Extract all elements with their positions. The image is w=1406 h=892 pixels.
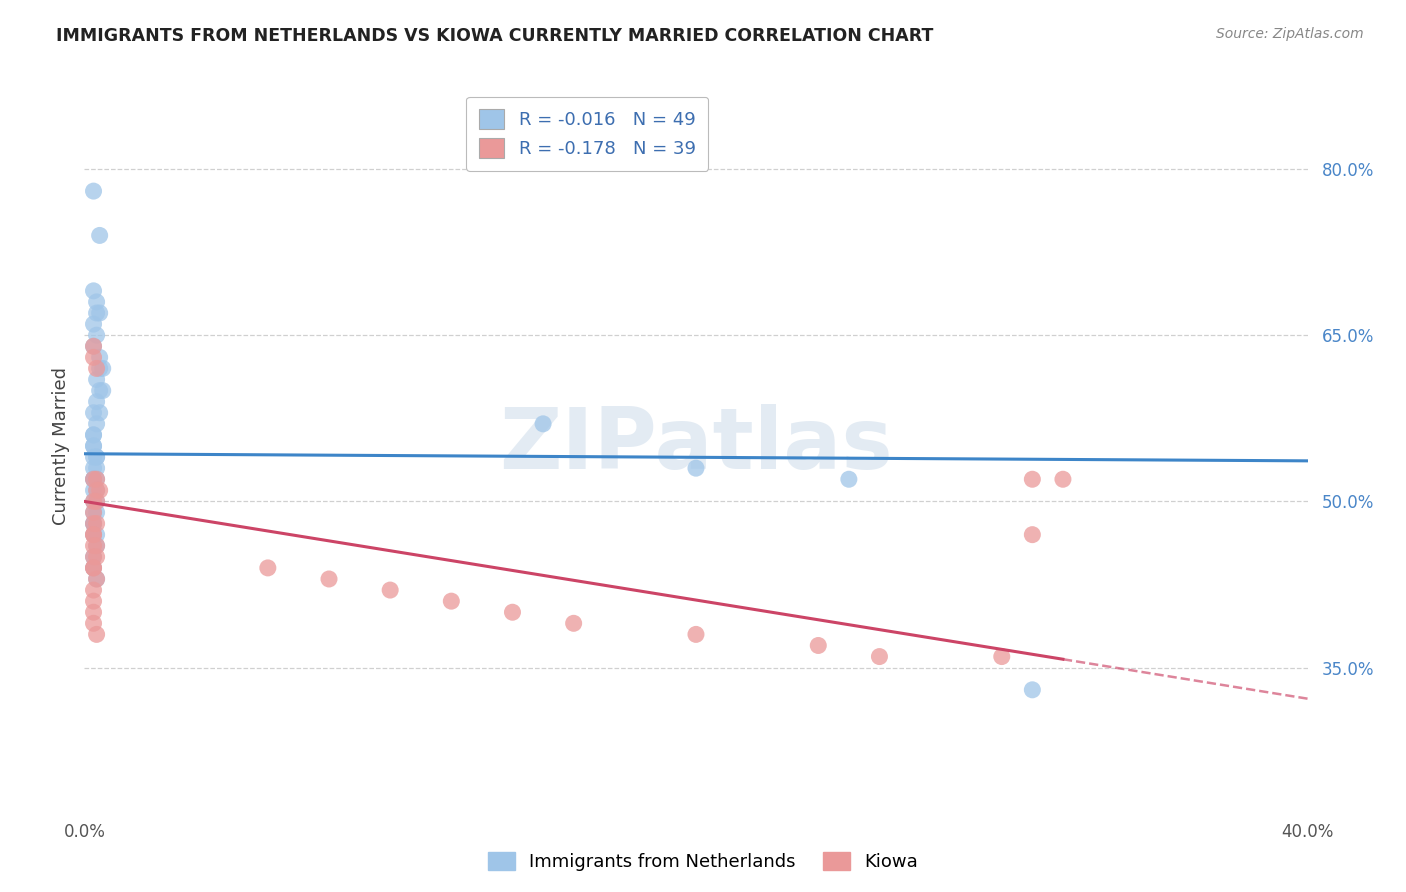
Point <box>89 228 111 243</box>
Point <box>83 351 105 365</box>
Point <box>83 439 105 453</box>
Point <box>91 384 114 398</box>
Point <box>83 339 105 353</box>
Point <box>89 361 111 376</box>
Point <box>86 516 108 531</box>
Point <box>86 394 108 409</box>
Point <box>502 605 524 619</box>
Point <box>83 472 105 486</box>
Point <box>83 616 105 631</box>
Point <box>89 306 111 320</box>
Point <box>685 461 707 475</box>
Point <box>83 549 105 564</box>
Point <box>83 561 105 575</box>
Point <box>83 506 105 520</box>
Point <box>83 583 105 598</box>
Point <box>531 417 554 431</box>
Point <box>1021 527 1043 541</box>
Point <box>685 627 707 641</box>
Point <box>83 450 105 464</box>
Point <box>86 472 108 486</box>
Point <box>91 361 114 376</box>
Point <box>83 428 105 442</box>
Point <box>86 572 108 586</box>
Point <box>89 384 111 398</box>
Point <box>86 461 108 475</box>
Point <box>83 516 105 531</box>
Point <box>83 472 105 486</box>
Text: IMMIGRANTS FROM NETHERLANDS VS KIOWA CURRENTLY MARRIED CORRELATION CHART: IMMIGRANTS FROM NETHERLANDS VS KIOWA CUR… <box>56 27 934 45</box>
Point <box>86 450 108 464</box>
Point <box>83 461 105 475</box>
Point <box>86 417 108 431</box>
Point <box>83 527 105 541</box>
Point <box>1052 472 1074 486</box>
Point <box>991 649 1014 664</box>
Point <box>89 351 111 365</box>
Point <box>83 561 105 575</box>
Point <box>86 483 108 498</box>
Text: ZIPatlas: ZIPatlas <box>499 404 893 488</box>
Point <box>83 284 105 298</box>
Point <box>86 572 108 586</box>
Point <box>86 483 108 498</box>
Point <box>83 472 105 486</box>
Point <box>83 516 105 531</box>
Point <box>83 494 105 508</box>
Legend: R = -0.016   N = 49, R = -0.178   N = 39: R = -0.016 N = 49, R = -0.178 N = 39 <box>467 96 709 170</box>
Point <box>1021 472 1043 486</box>
Point <box>83 406 105 420</box>
Point <box>86 306 108 320</box>
Legend: Immigrants from Netherlands, Kiowa: Immigrants from Netherlands, Kiowa <box>481 845 925 879</box>
Point <box>89 483 111 498</box>
Point <box>83 439 105 453</box>
Point <box>83 539 105 553</box>
Point <box>83 516 105 531</box>
Point <box>83 483 105 498</box>
Point <box>86 549 108 564</box>
Point <box>83 317 105 331</box>
Point <box>86 506 108 520</box>
Point <box>83 549 105 564</box>
Point <box>83 428 105 442</box>
Point <box>86 494 108 508</box>
Point <box>83 184 105 198</box>
Point <box>83 506 105 520</box>
Y-axis label: Currently Married: Currently Married <box>52 367 70 525</box>
Point <box>1021 682 1043 697</box>
Point <box>807 639 830 653</box>
Point <box>86 328 108 343</box>
Point <box>83 605 105 619</box>
Point <box>869 649 891 664</box>
Point <box>89 406 111 420</box>
Text: Source: ZipAtlas.com: Source: ZipAtlas.com <box>1216 27 1364 41</box>
Point <box>86 361 108 376</box>
Point <box>562 616 585 631</box>
Point <box>318 572 340 586</box>
Point <box>86 450 108 464</box>
Point <box>83 339 105 353</box>
Point <box>83 527 105 541</box>
Point <box>86 472 108 486</box>
Point <box>86 372 108 386</box>
Point <box>838 472 860 486</box>
Point <box>83 527 105 541</box>
Point <box>380 583 402 598</box>
Point <box>83 494 105 508</box>
Point <box>86 539 108 553</box>
Point <box>86 627 108 641</box>
Point <box>83 594 105 608</box>
Point <box>86 539 108 553</box>
Point <box>86 527 108 541</box>
Point <box>83 561 105 575</box>
Point <box>86 494 108 508</box>
Point <box>257 561 280 575</box>
Point <box>86 294 108 309</box>
Point <box>440 594 463 608</box>
